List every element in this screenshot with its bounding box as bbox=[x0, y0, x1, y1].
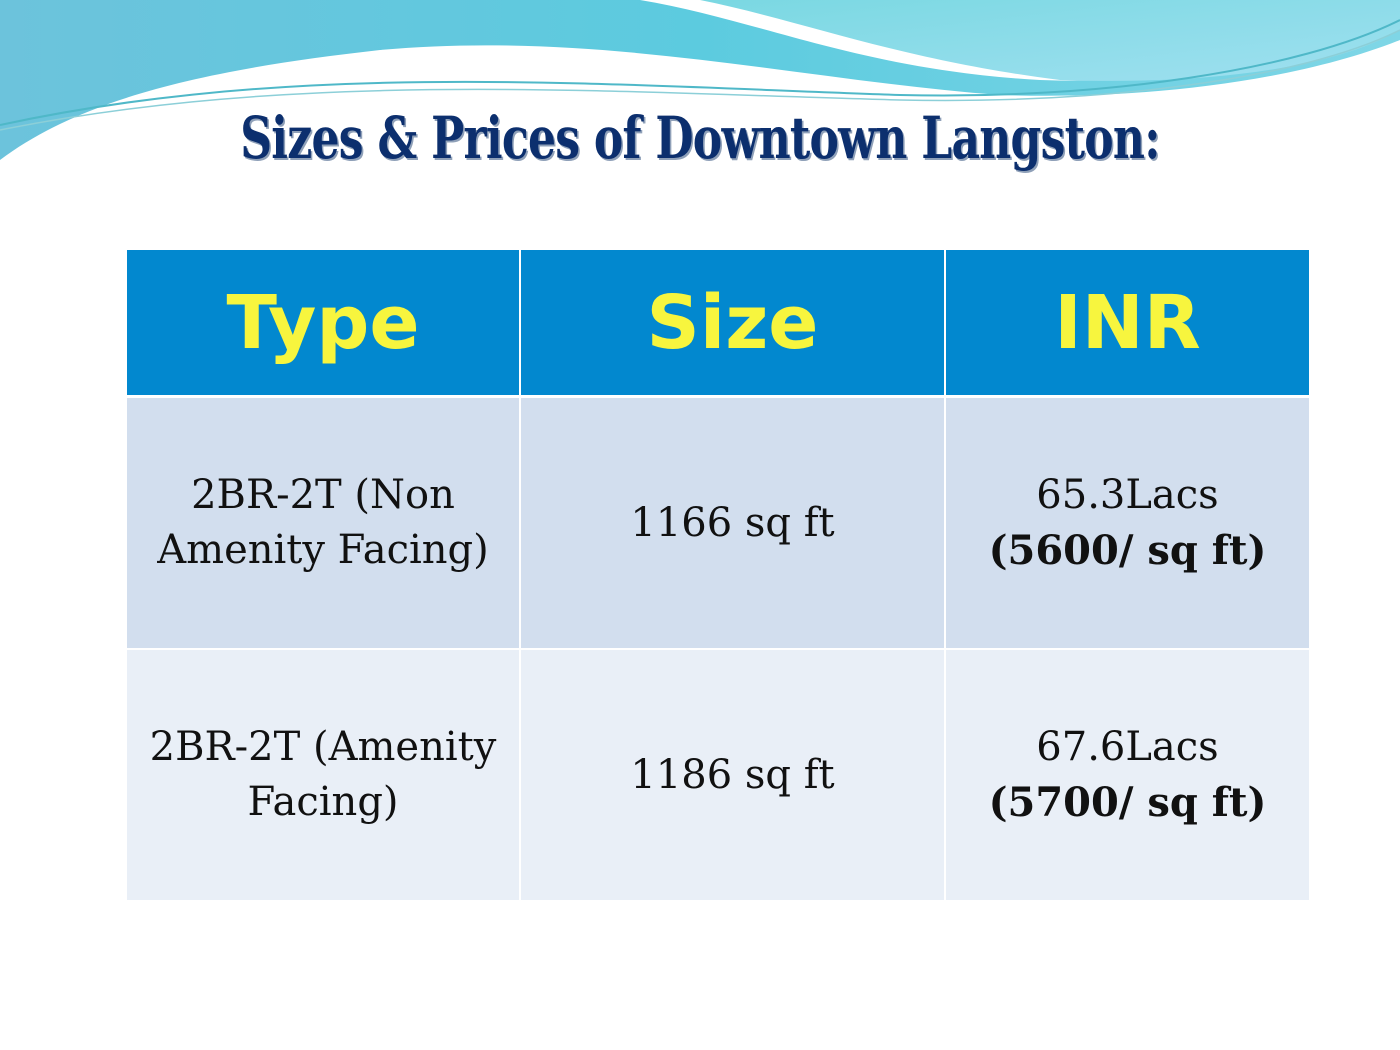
rate-text: (5600/ sq ft) bbox=[988, 527, 1267, 574]
type-text: 2BR-2T (Non Amenity Facing) bbox=[157, 472, 489, 573]
cell-price: 67.6Lacs (5700/ sq ft) bbox=[945, 649, 1309, 902]
header-type: Type bbox=[127, 250, 521, 398]
header-inr: INR bbox=[945, 250, 1309, 398]
wave-decoration bbox=[0, 0, 1400, 160]
type-text: 2BR-2T (Amenity Facing) bbox=[149, 724, 497, 825]
cell-size: 1186 sq ft bbox=[520, 649, 946, 902]
price-text: 67.6Lacs bbox=[1036, 724, 1219, 770]
table-header-row: Type Size INR bbox=[127, 250, 1309, 398]
price-text: 65.3Lacs bbox=[1036, 472, 1219, 518]
cell-type: 2BR-2T (Amenity Facing) bbox=[127, 649, 521, 902]
cell-size: 1166 sq ft bbox=[520, 396, 946, 650]
rate-text: (5700/ sq ft) bbox=[988, 779, 1267, 826]
slide-title-wrap: Sizes & Prices of Downtown Langston: bbox=[0, 104, 1400, 172]
table-row: 2BR-2T (Amenity Facing) 1186 sq ft 67.6L… bbox=[127, 649, 1309, 902]
slide-title: Sizes & Prices of Downtown Langston: bbox=[240, 104, 1160, 172]
table-row: 2BR-2T (Non Amenity Facing) 1166 sq ft 6… bbox=[127, 396, 1309, 650]
price-table: Type Size INR 2BR-2T (Non Amenity Facing… bbox=[127, 250, 1309, 902]
header-size: Size bbox=[520, 250, 946, 398]
cell-price: 65.3Lacs (5600/ sq ft) bbox=[945, 396, 1309, 650]
cell-type: 2BR-2T (Non Amenity Facing) bbox=[127, 396, 521, 650]
